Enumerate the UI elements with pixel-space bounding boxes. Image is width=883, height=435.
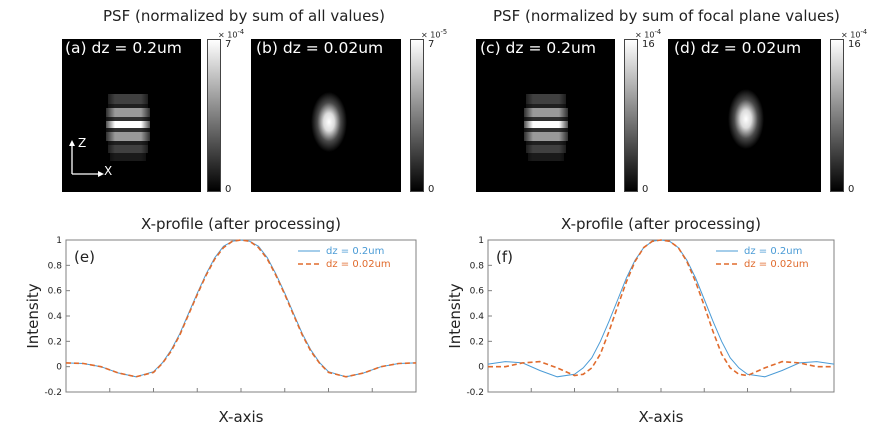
legend-label-1: dz = 0.2um (744, 246, 802, 257)
psf-smooth-pattern (728, 89, 764, 149)
axes-arrow-icon (69, 140, 104, 177)
profile-chart-f: X-profile (after processing) 1 0.8 0.6 0.4 0.… (446, 215, 835, 426)
colorbar-c-exponent: × 10-4 (635, 28, 662, 40)
colorbar-b (410, 39, 424, 192)
colorbar-a (207, 39, 221, 192)
psf-label-a: (a) dz = 0.2um (65, 39, 182, 57)
y-tick-label: -0.2 (466, 388, 484, 398)
y-tick-label: 0.8 (470, 261, 485, 271)
y-tick-label: 0.4 (470, 312, 485, 322)
psf-smooth-pattern (311, 92, 347, 152)
colorbar-d (830, 39, 844, 192)
panel-label: (f) (496, 248, 513, 266)
y-tick-label: 0.2 (470, 337, 484, 347)
panel-label: (e) (74, 248, 95, 266)
colorbar-b-max: 7 (428, 39, 435, 50)
y-tick-label: 0.6 (48, 287, 63, 297)
psf-striped-pattern (520, 89, 572, 169)
colorbar-c (624, 39, 638, 192)
y-tick-label: 0.4 (48, 312, 63, 322)
axis-z-label: Z (78, 136, 87, 150)
psf-image-d (668, 39, 821, 192)
series-line-2 (65, 239, 417, 378)
y-tick-label: 0.8 (48, 261, 63, 271)
y-tick-label: 1 (478, 236, 484, 246)
axis-x-label: X (104, 164, 113, 178)
chart-title: X-profile (after processing) (141, 215, 341, 233)
y-tick-label: -0.2 (44, 388, 62, 398)
chart-title: X-profile (after processing) (561, 215, 761, 233)
legend-label-2: dz = 0.02um (744, 259, 809, 270)
colorbar-d-exponent: × 10-4 (841, 28, 868, 40)
psf-label-b: (b) dz = 0.02um (256, 39, 384, 57)
legend-label-2: dz = 0.02um (326, 259, 391, 270)
y-axis-label: Intensity (24, 283, 42, 348)
left-group-title: PSF (normalized by sum of all values) (103, 7, 385, 25)
y-tick-label: 1 (56, 236, 62, 246)
series-line-2 (488, 239, 834, 377)
y-tick-label: 0.2 (48, 337, 62, 347)
x-axis-label: X-axis (639, 408, 684, 426)
profile-chart-e: X-profile (after processing) 1 0.8 0.6 0.4 0.… (24, 215, 417, 426)
axes-indicator (68, 138, 108, 178)
psf-image-a (62, 39, 201, 192)
y-axis-label: Intensity (446, 283, 464, 348)
y-tick-label: 0 (478, 363, 484, 373)
psf-striped-pattern (102, 89, 154, 169)
colorbar-d-min: 0 (848, 184, 855, 195)
colorbar-b-exponent: × 10-5 (421, 28, 448, 40)
colorbar-a-min: 0 (225, 184, 232, 195)
y-tick-label: 0 (56, 363, 62, 373)
colorbar-a-exponent: × 10-4 (218, 28, 245, 40)
psf-image-b (251, 39, 401, 192)
colorbar-c-min: 0 (642, 184, 649, 195)
right-group-title: PSF (normalized by sum of focal plane va… (493, 7, 840, 25)
colorbar-a-max: 7 (225, 39, 232, 50)
psf-label-d: (d) dz = 0.02um (674, 39, 802, 57)
colorbar-c-max: 16 (642, 39, 655, 50)
legend-label-1: dz = 0.2um (326, 246, 384, 257)
y-tick-label: 0.6 (470, 287, 485, 297)
colorbar-d-max: 16 (848, 39, 861, 50)
x-axis-label: X-axis (219, 408, 264, 426)
psf-image-c (476, 39, 615, 192)
colorbar-b-min: 0 (428, 184, 435, 195)
psf-label-c: (c) dz = 0.2um (480, 39, 596, 57)
